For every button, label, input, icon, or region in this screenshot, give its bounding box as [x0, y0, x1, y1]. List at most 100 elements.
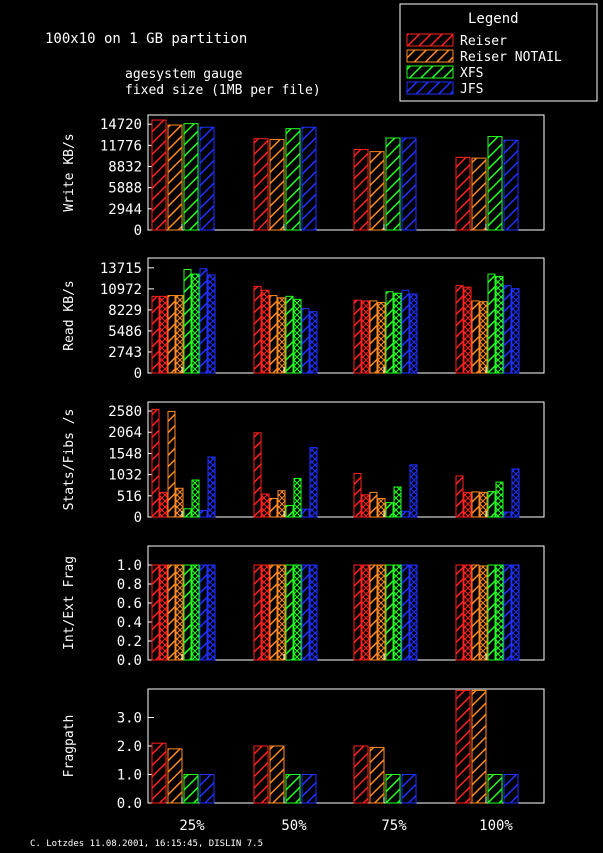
bar-75%-series2: [385, 774, 401, 804]
bar-75%-series1: [369, 746, 385, 804]
bar-100%-series2: [487, 136, 503, 231]
bar-50%-series1-1: [277, 297, 286, 374]
bar-100%-series2-0: [487, 491, 496, 518]
legend-title: Legend: [468, 11, 519, 27]
chart-panel-2: 0 516 1032 1548 2064 2580 Stats/Fibs /s: [62, 401, 545, 526]
bar-75%-series1-0: [369, 564, 378, 661]
bar-25%-series1-0: [167, 410, 176, 518]
bar-100%-series1-0: [471, 300, 480, 374]
bar-25%-series3: [199, 126, 215, 231]
y-tick-label: 2580: [108, 404, 142, 420]
bar-75%-series1-0: [369, 300, 378, 374]
bar-75%-series1-1: [377, 564, 386, 661]
chart-panel-3: 0.0 0.2 0.4 0.6 0.8 1.0 Int/Ext Frag: [62, 545, 545, 669]
bar-100%-series1-0: [471, 491, 480, 518]
legend-swatch-2: [406, 65, 454, 79]
bar-25%-series1: [167, 748, 183, 804]
bar-100%-series3-1: [511, 468, 520, 518]
bar-50%-series2-0: [285, 295, 294, 374]
legend-swatch-3: [406, 81, 454, 95]
bar-25%-series3-1: [207, 456, 216, 518]
bar-25%-series1-1: [175, 487, 184, 518]
bar-25%-series2-1: [191, 479, 200, 518]
bar-100%-series2-0: [487, 564, 496, 661]
bar-25%-series3-0: [199, 268, 208, 374]
bar-100%-series2-1: [495, 564, 504, 661]
y-tick-label: 1.0: [117, 768, 142, 784]
bar-50%-series0: [253, 745, 269, 804]
bar-100%-series0-1: [463, 286, 472, 374]
bar-100%-series3-0: [503, 285, 512, 374]
y-axis-label: Read KB/s: [62, 280, 77, 350]
bar-25%-series3-1: [207, 274, 216, 374]
bar-75%-series0-1: [361, 300, 370, 374]
x-tick-label: 75%: [381, 818, 407, 834]
chart-panel-0: 0 2944 5888 8832 11776 14720 Write KB/s: [62, 114, 545, 239]
panel-frame: [147, 114, 545, 231]
bar-50%-series3-1: [309, 311, 318, 374]
bar-75%-series1-1: [377, 498, 386, 518]
y-tick-label: 2944: [108, 202, 142, 218]
bar-100%-series1-0: [471, 564, 480, 661]
bar-25%-series0-0: [151, 564, 160, 661]
x-tick-label: 50%: [281, 818, 307, 834]
y-tick-label: 1032: [108, 468, 142, 484]
bar-50%-series2: [285, 128, 301, 231]
y-tick-label: 2064: [108, 425, 142, 441]
y-tick-label: 14720: [100, 117, 142, 133]
bar-75%-series2-1: [393, 292, 402, 374]
y-tick-label: 13715: [100, 261, 142, 277]
bar-50%-series3-0: [301, 308, 310, 374]
bar-25%-series2-0: [183, 269, 192, 374]
bar-100%-series3-0: [503, 564, 512, 661]
bar-25%-series0: [151, 742, 167, 804]
bar-25%-series0: [151, 119, 167, 231]
bar-50%-series2-0: [285, 505, 294, 518]
bar-75%-series0: [353, 745, 369, 804]
legend-label-0: Reiser: [460, 34, 507, 49]
bar-75%-series1-1: [377, 301, 386, 374]
bar-25%-series3: [199, 774, 215, 804]
y-tick-label: 516: [117, 489, 142, 505]
y-tick-label: 8229: [108, 303, 142, 319]
bar-25%-series1: [167, 124, 183, 231]
y-tick-label: 5888: [108, 181, 142, 197]
bar-100%-series0: [455, 689, 471, 804]
bar-25%-series2-1: [191, 273, 200, 374]
bar-100%-series3: [503, 139, 519, 231]
bar-75%-series3-1: [409, 464, 418, 518]
bar-75%-series0-0: [353, 472, 362, 518]
x-tick-label: 25%: [179, 818, 205, 834]
y-tick-label: 0: [134, 510, 142, 526]
bar-100%-series2-1: [495, 481, 504, 518]
bar-25%-series0-0: [151, 295, 160, 374]
y-tick-label: 0.0: [117, 653, 142, 669]
y-tick-label: 0.6: [117, 596, 142, 612]
panel-frame: [147, 401, 545, 518]
legend-swatch-1: [406, 49, 454, 63]
legend-label-3: JFS: [460, 82, 483, 97]
bar-25%-series1-1: [175, 295, 184, 374]
y-tick-label: 1548: [108, 446, 142, 462]
y-tick-label: 2.0: [117, 739, 142, 755]
bar-100%-series2-1: [495, 275, 504, 374]
bar-75%-series2-1: [393, 564, 402, 661]
bar-25%-series3-1: [207, 564, 216, 661]
y-tick-label: 8832: [108, 160, 142, 176]
bar-75%-series2-0: [385, 502, 394, 518]
y-tick-label: 5486: [108, 324, 142, 340]
bar-50%-series1-1: [277, 490, 286, 518]
bar-75%-series2-1: [393, 486, 402, 518]
bar-75%-series0-1: [361, 494, 370, 518]
bar-25%-series0-0: [151, 408, 160, 518]
bar-50%-series2-1: [293, 298, 302, 374]
y-tick-label: 10972: [100, 282, 142, 298]
chart-title-line1: 100x10 on 1 GB partition: [45, 31, 247, 47]
bar-75%-series2-0: [385, 291, 394, 374]
bar-25%-series2: [183, 774, 199, 804]
bar-100%-series3-1: [511, 564, 520, 661]
bar-75%-series3: [401, 137, 417, 231]
y-tick-label: 0.8: [117, 577, 142, 593]
bar-75%-series1-0: [369, 491, 378, 518]
